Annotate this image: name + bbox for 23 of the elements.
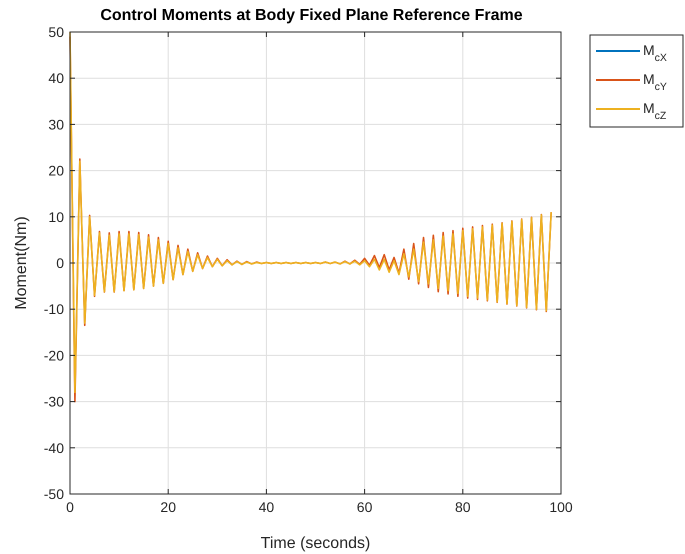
y-tick-label: 20 (48, 162, 64, 179)
legend-label: M$_{cX}$ (643, 42, 667, 64)
y-tick-label: -30 (44, 394, 64, 410)
legend-label: M$_{cZ}$ (643, 100, 667, 122)
y-tick-label: 40 (48, 70, 64, 86)
x-tick-label: 100 (549, 499, 573, 515)
x-tick-label: 20 (160, 499, 176, 515)
x-tick-label: 80 (455, 499, 471, 515)
y-tick-label: -10 (44, 301, 64, 318)
y-tick-label: 30 (48, 116, 64, 132)
legend-label: M$_{cY}$ (643, 71, 667, 93)
x-tick-label: 0 (66, 499, 74, 515)
x-axis-title: Time (seconds) (260, 535, 370, 552)
y-tick-label: 50 (48, 24, 64, 40)
x-tick-label: 60 (356, 499, 373, 515)
chart-title: Control Moments at Body Fixed Plane Reference Frame (100, 7, 523, 24)
y-axis-title: Moment(Nm) (13, 216, 30, 310)
y-tick-label: 10 (48, 208, 64, 225)
y-tick-label: -20 (44, 347, 64, 364)
y-tick-label: 0 (56, 255, 64, 271)
x-tick-label: 40 (258, 499, 274, 515)
y-tick-label: -40 (44, 440, 64, 456)
y-tick-label: -50 (44, 486, 64, 502)
